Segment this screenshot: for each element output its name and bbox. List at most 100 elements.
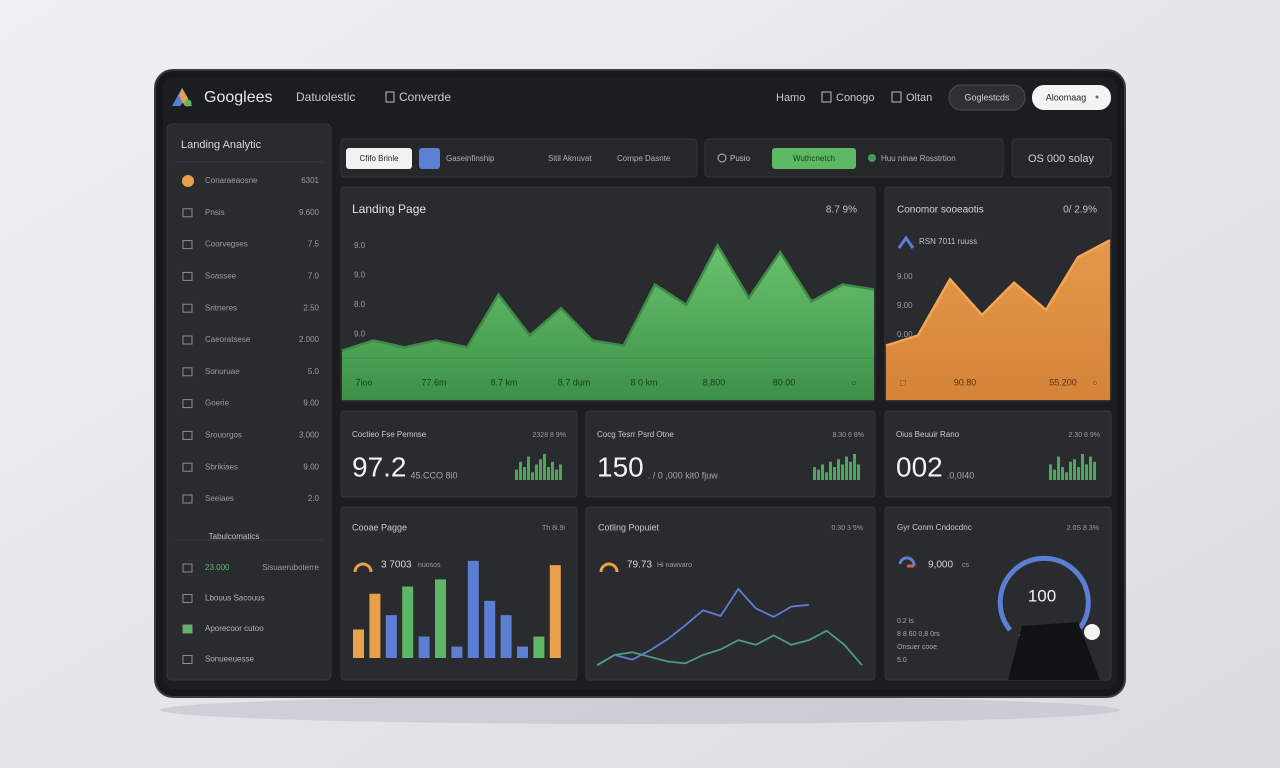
sidebar-item[interactable]: Sritneres <box>205 303 237 312</box>
dot <box>1095 95 1099 99</box>
spark-bar <box>527 456 530 480</box>
sidebar-item[interactable]: Aporecoor cutoo <box>205 624 264 633</box>
spark-bar <box>853 454 856 480</box>
sidebar-item[interactable]: 23.000 <box>205 563 230 572</box>
stat-value: 150 <box>597 451 644 482</box>
card-badge: 8.7 9% <box>826 205 857 216</box>
logo <box>184 99 192 107</box>
button-label[interactable]: Wuthcnetch <box>793 154 835 163</box>
sidebar-item[interactable]: Conaraeaosne <box>205 176 258 185</box>
sidebar-value: 2.000 <box>299 335 320 344</box>
card-title: Gyr Conm Cndocdnc <box>897 523 972 532</box>
y-label: 9.00 <box>897 272 913 281</box>
sidebar-value: 9.00 <box>303 462 319 471</box>
icon <box>182 494 193 504</box>
sidebar-item[interactable]: Goerie <box>205 399 230 408</box>
card-metric-sub: Hi nawvaro <box>657 562 692 569</box>
y-label: 0.00 <box>897 330 913 339</box>
card-badge: 2.0S 8 3% <box>1067 525 1099 532</box>
icon <box>182 594 193 603</box>
toolbar-item[interactable]: Compe Dasnte <box>617 154 671 163</box>
nav-link[interactable]: Converde <box>399 90 451 104</box>
sidebar-item[interactable]: Srouorgos <box>205 431 242 440</box>
button-label[interactable]: Goglestcds <box>964 92 1010 102</box>
gauge-knob <box>1084 624 1100 640</box>
bar <box>549 565 561 658</box>
button-label[interactable]: Aloomaag <box>1046 92 1087 102</box>
icon <box>821 91 832 103</box>
line <box>596 587 810 666</box>
button[interactable] <box>1032 85 1111 110</box>
sidebar-value: 2.0 <box>308 494 320 503</box>
bar <box>385 615 397 658</box>
spark-bar <box>1077 467 1080 480</box>
nav-link[interactable]: Oltan <box>906 92 932 104</box>
card <box>585 410 876 498</box>
sidebar-item[interactable]: Sonueeuesse <box>205 655 254 664</box>
icon <box>182 624 193 634</box>
sidebar-item[interactable]: Sonuruae <box>205 367 240 376</box>
spark-bar <box>845 456 848 480</box>
card-line: 0.2 ls <box>897 618 914 625</box>
toolbar-item[interactable]: Pusio <box>730 154 751 163</box>
button[interactable] <box>948 84 1026 111</box>
g-icon <box>898 556 916 567</box>
nav-link[interactable]: Hamo <box>776 92 805 104</box>
card-title: Cocg Tesrr Psrd Otne <box>597 430 674 439</box>
bar <box>533 636 545 658</box>
nav-link[interactable]: Conogo <box>836 92 875 104</box>
sidebar-section: Tabulcomatics <box>209 532 260 541</box>
spark-bar <box>1049 464 1052 480</box>
sidebar-item[interactable]: Caeoratsese <box>205 335 251 344</box>
stat-sub: .0,0I40 <box>947 470 975 480</box>
spark-bar <box>1089 456 1092 480</box>
spark-bar <box>551 461 554 480</box>
button[interactable] <box>346 148 412 169</box>
x-label: 77.6m <box>421 377 446 387</box>
toolbar-item[interactable]: Huu ninae Rosstrtion <box>881 154 956 163</box>
spark-bar <box>555 469 558 480</box>
spark-bar <box>523 467 526 480</box>
x-label: 8.7 dum <box>558 377 591 387</box>
spark-bar <box>547 467 550 480</box>
x-label: ○ <box>851 377 856 387</box>
spark-bar <box>515 469 518 480</box>
sidebar-item[interactable]: Lbouus Sacouus <box>205 594 265 603</box>
stat-sub: . / 0 ,000 kit0 fjuw <box>648 470 719 480</box>
card-metric: 3 7003 <box>381 560 412 571</box>
bar <box>484 600 496 658</box>
sidebar-item[interactable]: Soassee <box>205 272 237 281</box>
sidebar-item[interactable]: Pnsis <box>205 208 225 217</box>
icon <box>385 91 395 103</box>
spark-bar <box>841 464 844 480</box>
button[interactable] <box>772 148 856 169</box>
button-label[interactable]: Cfifo Brinle <box>359 154 399 163</box>
gauge-stand <box>1008 622 1100 680</box>
icon <box>353 562 373 573</box>
bar <box>517 646 528 658</box>
spark-bar <box>539 459 542 480</box>
spark-bar <box>825 472 828 480</box>
spark-bar <box>531 472 534 480</box>
card-badge: 0/ 2.9% <box>1063 205 1097 216</box>
nav-link[interactable]: Datuolestic <box>296 90 355 104</box>
card-metric: 9,000 <box>928 560 953 571</box>
sidebar-value: 7.5 <box>308 240 320 249</box>
icon <box>717 153 727 163</box>
toolbar-item[interactable]: Sitil Aknuvat <box>548 154 592 163</box>
sidebar-item[interactable]: Sbrikiaes <box>205 462 238 471</box>
spark-bar <box>813 467 816 480</box>
sidebar-value: 2.50 <box>303 303 319 312</box>
icon <box>599 562 619 573</box>
spark-bar <box>543 454 546 480</box>
bar <box>451 646 463 658</box>
spark-bar <box>519 461 522 480</box>
sidebar-item[interactable]: Seeiaes <box>205 494 234 503</box>
spark-bar <box>1073 459 1076 480</box>
spark-bar <box>821 464 824 480</box>
sidebar-item[interactable]: Coorvegses <box>205 240 248 249</box>
toolbar-item[interactable]: Gaseinfinship <box>446 154 495 163</box>
x-label: □ <box>900 377 906 387</box>
spark-bar <box>1069 461 1072 480</box>
x-label: 80.00 <box>773 377 796 387</box>
